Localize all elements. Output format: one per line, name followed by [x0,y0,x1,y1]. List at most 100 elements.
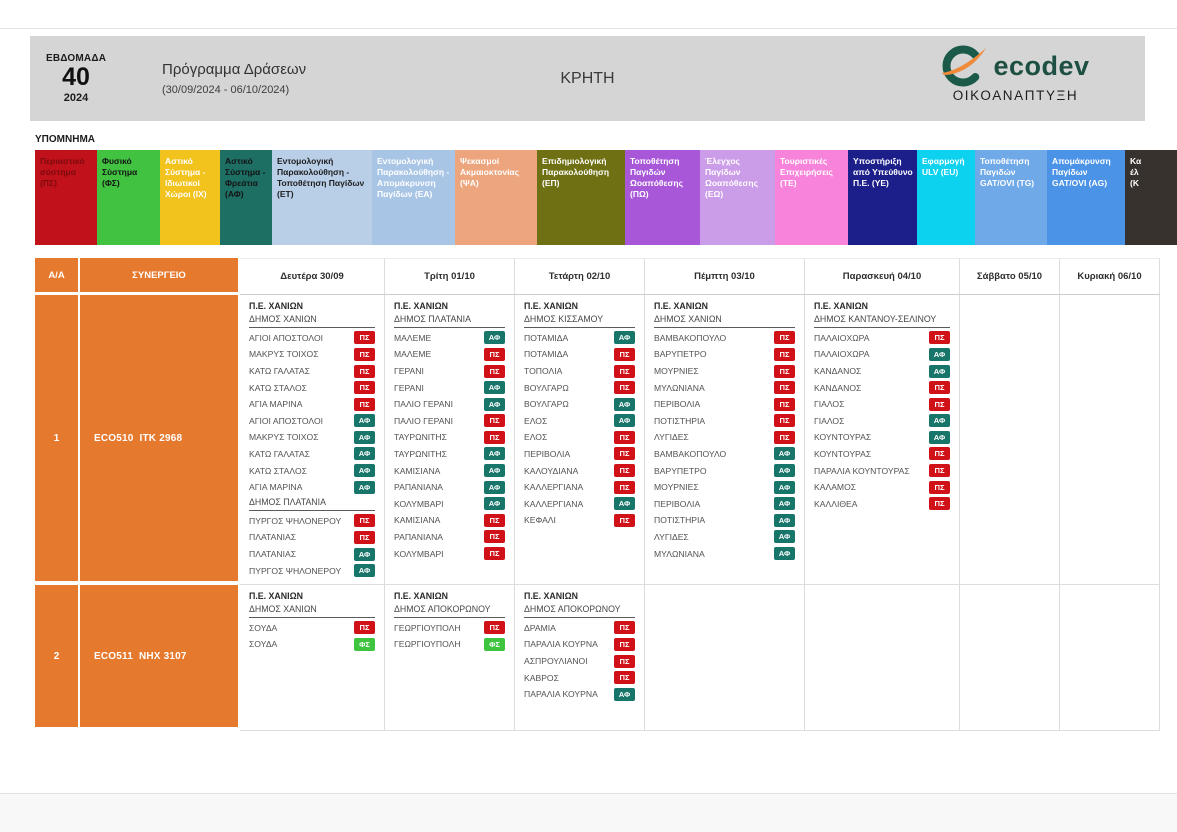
schedule-item: ΚΑΛΟΥΔΙΑΝΑ ΠΣ [524,462,635,479]
action-tag-ΑΦ: ΑΦ [354,480,375,494]
place-label: ΡΑΠΑΝΙΑΝΑ [394,531,444,542]
schedule-item: ΚΑΤΩ ΣΤΑΛΟΣ ΑΦ [249,462,375,479]
action-tag-ΠΣ: ΠΣ [774,347,795,361]
page-bottom-area [0,793,1177,832]
place-label: ΠΟΤΑΜΙΔΑ [524,349,569,360]
action-tag-ΠΣ: ΠΣ [614,447,635,461]
place-label: ΠΑΡΑΛΙΑ ΚΟΥΡΝΑ [524,639,598,650]
place-label: ΚΑΛΛΕΡΓΙΑΝΑ [524,482,584,493]
legend-item-6: Εντομολογική Παρακολούθηση - Απομάκρυνση… [372,150,455,245]
place-label: ΒΑΡΥΠΕΤΡΟ [654,349,707,360]
schedule-item: ΠΛΑΤΑΝΙΑΣ ΑΦ [249,546,375,563]
schedule-item: ΛΥΓΙΔΕΣ ΠΣ [654,429,795,446]
schedule-item: ΚΑΤΩ ΣΤΑΛΟΣ ΠΣ [249,379,375,396]
municipality-header: ΔΗΜΟΣ ΧΑΝΙΩΝ [654,314,795,328]
action-tag-ΠΣ: ΠΣ [484,364,505,378]
region-header: Π.Ε. ΧΑΝΙΩΝ [524,301,578,311]
place-label: ΠΑΛΙΟ ΓΕΡΑΝΙ [394,415,454,426]
title-block: Πρόγραμμα Δράσεων (30/09/2024 - 06/10/20… [162,61,306,96]
action-tag-ΑΦ: ΑΦ [774,547,795,561]
schedule-item: ΠΟΤΙΣΤΗΡΙΑ ΠΣ [654,413,795,430]
schedule-item: ΓΕΩΡΓΙΟΥΠΟΛΗ ΦΣ [394,636,505,653]
schedule-item: ΓΕΡΑΝΙ ΠΣ [394,363,505,380]
place-label: ΤΑΥΡΩΝΙΤΗΣ [394,448,447,459]
schedule-item: ΠΑΛΙΟ ΓΕΡΑΝΙ ΠΣ [394,413,505,430]
action-tag-ΑΦ: ΑΦ [929,414,950,428]
company-logo: ecodev ΟΙΚΟΑΝΑΠΤΥΞΗ [908,45,1123,103]
region-header: Π.Ε. ΧΑΝΙΩΝ [524,591,578,601]
schedule-item: ΒΑΜΒΑΚΟΠΟΥΛΟ ΠΣ [654,330,795,347]
place-label: ΚΑΝΔΑΝΟΣ [814,382,862,393]
action-tag-ΠΣ: ΠΣ [614,637,635,651]
action-tag-ΑΦ: ΑΦ [484,464,505,478]
place-label: ΣΟΥΔΑ [249,639,278,650]
action-tag-ΠΣ: ΠΣ [614,621,635,635]
action-tag-ΠΣ: ΠΣ [614,513,635,527]
action-tag-ΦΣ: ΦΣ [354,637,375,651]
schedule-item: ΠΟΤΑΜΙΔΑ ΑΦ [524,330,635,347]
schedule-item: ΛΥΓΙΔΕΣ ΑΦ [654,529,795,546]
action-tag-ΠΣ: ΠΣ [929,447,950,461]
place-label: ΜΟΥΡΝΙΕΣ [654,482,699,493]
action-tag-ΑΦ: ΑΦ [614,397,635,411]
action-tag-ΠΣ: ΠΣ [774,414,795,428]
place-label: ΠΕΡΙΒΟΛΙΑ [524,448,571,459]
schedule-item: ΑΓΙΟΙ ΑΠΟΣΤΟΛΟΙ ΑΦ [249,413,375,430]
legend-item-11: Τουριστικές Επιχειρήσεις (ΤΕ) [775,150,848,245]
program-title: Πρόγραμμα Δράσεων [162,61,307,78]
place-label: ΚΕΦΑΛΙ [524,515,556,526]
place-label: ΤΑΥΡΩΝΙΤΗΣ [394,432,447,443]
action-tag-ΠΣ: ΠΣ [484,513,505,527]
schedule-item: ΚΟΥΝΤΟΥΡΑΣ ΑΦ [814,429,950,446]
day-cell: Π.Ε. ΧΑΝΙΩΝ ΔΗΜΟΣ ΑΠΟΚΟΡΩΝΟΥ ΔΡΑΜΙΑ ΠΣ ΠΑΡΑΛ… [515,585,645,731]
place-label: ΛΥΓΙΔΕΣ [654,432,689,443]
legend-item-3: Αστικό Σύστημα - Ιδιωτικοί Χώροι (ΙΧ) [160,150,220,245]
col-header-3: Δευτέρα 30/09 [240,258,385,295]
place-label: ΠΥΡΓΟΣ ΨΗΛΟΝΕΡΟΥ [249,515,342,526]
day-cell [960,295,1060,585]
place-label: ΠΑΡΑΛΙΑ ΚΟΥΡΝΑ [524,689,598,700]
legend-item-15: Απομάκρυνση Παγίδων GAT/OVI (AG) [1047,150,1125,245]
schedule-item: ΓΕΡΑΝΙ ΑΦ [394,379,505,396]
logo-subtext: ΟΙΚΟΑΝΑΠΤΥΞΗ [952,88,1079,103]
schedule-item: ΠΛΑΤΑΝΙΑΣ ΠΣ [249,529,375,546]
place-label: ΚΑΛΛΙΘΕΑ [814,498,858,509]
place-label: ΜΑΚΡΥΣ ΤΟΙΧΟΣ [249,349,319,360]
schedule-item: ΒΟΥΛΓΑΡΩ ΠΣ [524,379,635,396]
place-label: ΤΟΠΟΛΙΑ [524,366,563,377]
municipality-header: ΔΗΜΟΣ ΑΠΟΚΟΡΩΝΟΥ [524,604,635,618]
place-label: ΚΑΒΡΟΣ [524,672,559,683]
place-label: ΓΕΩΡΓΙΟΥΠΟΛΗ [394,639,461,650]
col-header-7: Παρασκευή 04/10 [805,258,960,295]
schedule-item: ΒΟΥΛΓΑΡΩ ΑΦ [524,396,635,413]
day-cell: Π.Ε. ΧΑΝΙΩΝ ΔΗΜΟΣ ΧΑΝΙΩΝ ΑΓΙΟΙ ΑΠΟΣΤΟΛΟΙ ΠΣ… [240,295,385,585]
legend-item-10: Έλεγχος Παγίδων Ωοαπόθεσης (ΕΩ) [700,150,775,245]
header-bar: ΕΒΔΟΜΑΔΑ 40 2024 Πρόγραμμα Δράσεων (30/0… [30,36,1145,121]
place-label: ΒΟΥΛΓΑΡΩ [524,382,569,393]
place-label: ΜΟΥΡΝΙΕΣ [654,366,699,377]
action-tag-ΑΦ: ΑΦ [484,331,505,345]
action-tag-ΠΣ: ΠΣ [484,621,505,635]
crew-label: ECO510 ΙΤΚ 2968 [80,295,240,585]
schedule-item: ΑΣΠΡΟΥΛΙΑΝΟΙ ΠΣ [524,653,635,670]
legend-item-4: Αστικό Σύστημα - Φρεάτια (ΑΦ) [220,150,272,245]
schedule-item: ΚΑΛΛΕΡΓΙΑΝΑ ΠΣ [524,479,635,496]
logo-row: ecodev [941,45,1089,87]
action-tag-ΠΣ: ΠΣ [484,530,505,544]
legend-item-2: Φυσικό Σύστημα (ΦΣ) [97,150,160,245]
municipality-header: ΔΗΜΟΣ ΠΛΑΤΑΝΙΑ [394,314,505,328]
place-label: ΠΑΡΑΛΙΑ ΚΟΥΝΤΟΥΡΑΣ [814,465,910,476]
legend-item-5: Εντομολογική Παρακολούθηση - Τοποθέτηση … [272,150,372,245]
legend-item-9: Τοποθέτηση Παγιδών Ωοαπόθεσης (ΠΩ) [625,150,700,245]
day-cell: Π.Ε. ΧΑΝΙΩΝ ΔΗΜΟΣ ΚΙΣΣΑΜΟΥ ΠΟΤΑΜΙΔΑ ΑΦ ΠΟΤΑΜ… [515,295,645,585]
day-cell: Π.Ε. ΧΑΝΙΩΝ ΔΗΜΟΣ ΠΛΑΤΑΝΙΑ ΜΑΛΕΜΕ ΑΦ ΜΑΛΕΜΕ Π… [385,295,515,585]
schedule-item: ΜΥΛΩΝΙΑΝΑ ΠΣ [654,379,795,396]
place-label: ΑΣΠΡΟΥΛΙΑΝΟΙ [524,656,588,667]
schedule-item: ΠΥΡΓΟΣ ΨΗΛΟΝΕΡΟΥ ΠΣ [249,513,375,530]
action-tag-ΠΣ: ΠΣ [354,397,375,411]
place-label: ΓΕΡΑΝΙ [394,382,424,393]
region-header: Π.Ε. ΧΑΝΙΩΝ [249,301,303,311]
municipality-header: ΔΗΜΟΣ ΚΙΣΣΑΜΟΥ [524,314,635,328]
schedule-item: ΠΑΛΑΙΟΧΩΡΑ ΠΣ [814,330,950,347]
action-tag-ΑΦ: ΑΦ [484,381,505,395]
